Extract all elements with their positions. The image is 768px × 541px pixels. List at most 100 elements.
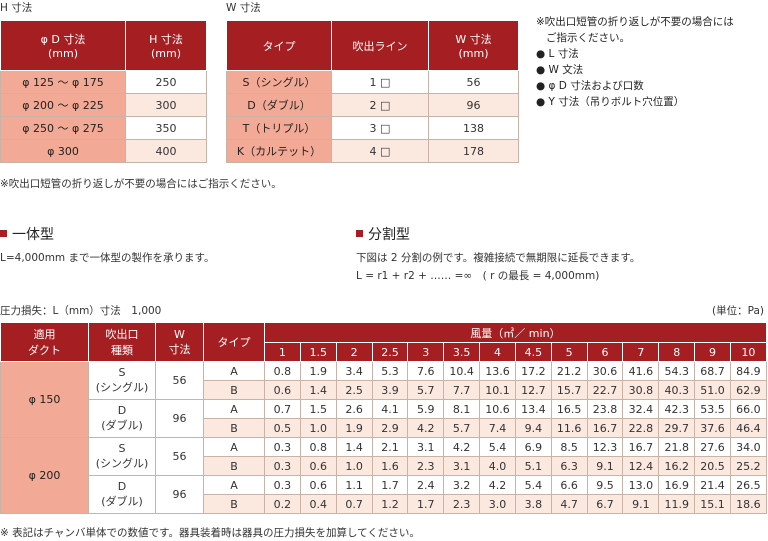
value-cell: 2.6 — [335, 399, 373, 419]
value-cell: 13.4 — [514, 399, 552, 419]
airflow-col-header: 9 — [694, 342, 731, 362]
value-cell: 5.9 — [407, 399, 445, 419]
h-table-title: H 寸法 — [0, 2, 33, 14]
value-cell: 21.8 — [658, 437, 696, 457]
value-cell: 12.7 — [514, 380, 552, 400]
table-cell: 4 □ — [331, 139, 429, 163]
value-cell: 1.4 — [299, 380, 337, 400]
value-cell: 4.7 — [550, 494, 588, 514]
value-cell: 16.2 — [658, 456, 696, 476]
value-cell: 16.9 — [658, 475, 696, 495]
value-cell: 0.8 — [299, 437, 337, 457]
value-cell: 1.5 — [299, 399, 337, 419]
table-row: B 0.5 1.0 1.9 2.9 4.2 5.7 7.4 9.4 11.6 16.7 22.8 29.… — [1, 418, 767, 438]
pressure-unit: (単位：Pa) — [712, 305, 764, 317]
airflow-col-header: 7 — [622, 342, 660, 362]
value-cell: 12.4 — [622, 456, 660, 476]
h-col-header: H 寸法 (mm) — [125, 20, 207, 71]
bullet-icon: ● — [536, 80, 546, 92]
value-cell: 1.2 — [371, 494, 409, 514]
value-cell: 37.6 — [694, 418, 731, 438]
w-col-header: 吹出ライン — [331, 20, 429, 71]
value-cell: 2.3 — [407, 456, 445, 476]
value-cell: 0.6 — [299, 475, 337, 495]
value-cell: 10.4 — [443, 361, 481, 381]
value-cell: 0.7 — [264, 399, 301, 419]
bullet-icon: ● — [536, 96, 546, 108]
value-cell: 4.2 — [443, 437, 481, 457]
value-cell: 23.8 — [586, 399, 624, 419]
value-cell: 5.3 — [371, 361, 409, 381]
table-cell: 400 — [125, 139, 207, 163]
value-cell: 25.2 — [729, 456, 767, 476]
value-cell: 4.2 — [479, 475, 516, 495]
value-cell: 66.0 — [729, 399, 767, 419]
type-cell: A — [203, 437, 265, 457]
value-cell: 29.7 — [658, 418, 696, 438]
w-size-cell: 96 — [155, 399, 204, 438]
value-cell: 1.9 — [335, 418, 373, 438]
w-table-title: W 寸法 — [226, 2, 261, 14]
value-cell: 22.7 — [586, 380, 624, 400]
table-row: B 0.3 0.6 1.0 1.6 2.3 3.1 4.0 5.1 6.3 9.1 12.4 16.2 2… — [1, 456, 767, 476]
value-cell: 4.0 — [479, 456, 516, 476]
value-cell: 10.1 — [479, 380, 516, 400]
outlet-type-cell: S (シングル) — [88, 437, 156, 476]
type-cell: B — [203, 418, 265, 438]
table-cell: 2 □ — [331, 93, 429, 117]
value-cell: 30.8 — [622, 380, 660, 400]
type-cell: B — [203, 380, 265, 400]
table-cell: T（トリプル） — [226, 116, 332, 140]
value-cell: 0.8 — [264, 361, 301, 381]
type-cell: A — [203, 399, 265, 419]
h-table-note: ※吹出口短管の折り返しが不要の場合にはご指示ください。 — [0, 178, 282, 190]
w-size-cell: 96 — [155, 475, 204, 514]
type-cell: B — [203, 494, 265, 514]
note-item: ● L 寸法 — [536, 48, 579, 60]
value-cell: 1.6 — [371, 456, 409, 476]
table-cell: 300 — [125, 93, 207, 117]
type-cell: A — [203, 361, 265, 381]
value-cell: 0.6 — [299, 456, 337, 476]
value-cell: 0.3 — [264, 437, 301, 457]
value-cell: 20.5 — [694, 456, 731, 476]
table-cell: 96 — [428, 93, 519, 117]
square-icon — [0, 230, 7, 237]
note-item: ● Y 寸法（吊りボルト穴位置） — [536, 96, 685, 108]
section-single-title: 一体型 — [0, 224, 54, 244]
value-cell: 0.6 — [264, 380, 301, 400]
value-cell: 17.2 — [514, 361, 552, 381]
value-cell: 0.7 — [335, 494, 373, 514]
table-cell: 178 — [428, 139, 519, 163]
value-cell: 5.7 — [407, 380, 445, 400]
value-cell: 12.3 — [586, 437, 624, 457]
table-row: D (ダブル) 96 A 0.7 1.5 2.6 4.1 5.9 8.1 10.6 13.4 16.5 2… — [1, 399, 767, 438]
note-item: ● φ D 寸法および口数 — [536, 80, 644, 92]
value-cell: 18.6 — [729, 494, 767, 514]
outlet-type-cell: S (シングル) — [88, 361, 156, 400]
value-cell: 26.5 — [729, 475, 767, 495]
w-size-cell: 56 — [155, 437, 204, 476]
value-cell: 1.9 — [299, 361, 337, 381]
value-cell: 32.4 — [622, 399, 660, 419]
duct-size-cell: φ 150 — [0, 361, 89, 438]
value-cell: 0.3 — [264, 475, 301, 495]
square-icon — [356, 230, 363, 237]
value-cell: 62.9 — [729, 380, 767, 400]
value-cell: 9.1 — [586, 456, 624, 476]
value-cell: 9.4 — [514, 418, 552, 438]
table-cell: S（シングル） — [226, 70, 332, 94]
value-cell: 0.5 — [264, 418, 301, 438]
value-cell: 3.0 — [479, 494, 516, 514]
right-note: ※吹出口短管の折り返しが不要の場合には ご指示ください。 ● L 寸法 ● W … — [536, 14, 766, 110]
value-cell: 8.5 — [550, 437, 588, 457]
pressure-loss-table: 適用 ダクト 吹出口 種類 W 寸法 タイプ 風量（㎥／ min） 1 1.5 2 2.5 3… — [0, 322, 767, 514]
h-dimension-table: φ D 寸法 (mm) H 寸法 (mm) φ 125 ～ φ 175 250 φ 2… — [0, 20, 207, 163]
value-cell: 5.4 — [514, 475, 552, 495]
table-cell: φ 200 ～ φ 225 — [0, 93, 126, 117]
table-cell: 138 — [428, 116, 519, 140]
table-cell: 250 — [125, 70, 207, 94]
value-cell: 27.6 — [694, 437, 731, 457]
value-cell: 84.9 — [729, 361, 767, 381]
duct-header: 適用 ダクト — [0, 322, 89, 362]
